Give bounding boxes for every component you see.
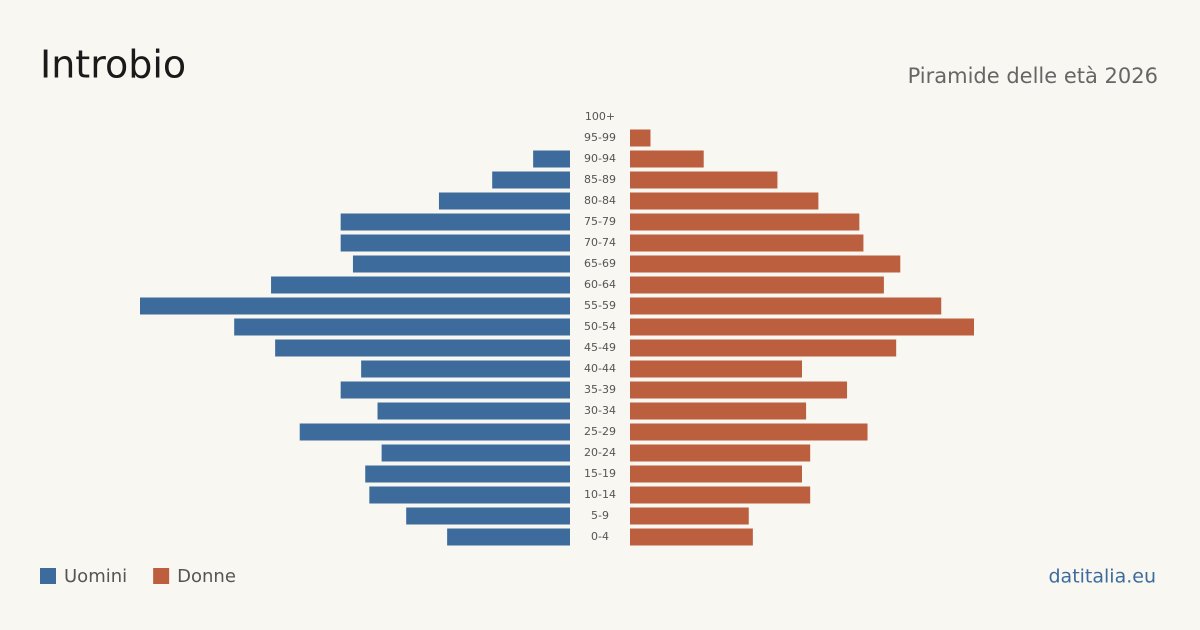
bar [630,486,811,504]
bar [438,192,570,210]
bar [630,465,802,483]
legend-label: Donne [177,566,236,587]
bar [381,444,570,462]
bar [340,234,570,252]
bar [630,423,868,441]
bar [271,276,570,294]
age-label: 55-59 [584,299,616,312]
source: datitalia.eu [1049,566,1157,588]
chart-title: Introbio [40,43,186,87]
age-label: 60-64 [584,278,616,291]
bar [630,381,848,399]
bar [492,171,570,189]
legend-swatch [40,568,56,584]
age-label: 50-54 [584,320,616,333]
bar [365,465,570,483]
age-label: 70-74 [584,236,616,249]
age-label: 65-69 [584,257,616,270]
bar [630,339,897,357]
bar [406,507,570,525]
chart-subtitle: Piramide delle età 2026 [908,64,1158,88]
bar [630,171,778,189]
bar [340,381,570,399]
age-label: 30-34 [584,404,616,417]
age-label: 75-79 [584,215,616,228]
bar [299,423,570,441]
bar [533,150,570,168]
bar [630,402,807,420]
legend-label: Uomini [64,566,127,587]
bar [630,507,749,525]
bar [140,297,570,315]
bar [447,528,570,546]
age-label: 100+ [585,110,615,123]
bar [630,360,802,378]
bar [369,486,570,504]
age-label: 15-19 [584,467,616,480]
bar [630,297,942,315]
age-label: 45-49 [584,341,616,354]
age-label: 25-29 [584,425,616,438]
bar [630,318,974,336]
bar [630,150,704,168]
bar [630,276,884,294]
bar [630,129,651,147]
age-label: 95-99 [584,131,616,144]
age-label: 5-9 [591,509,609,522]
age-label: 0-4 [591,530,609,543]
bar [630,528,753,546]
bar [630,213,860,231]
age-label: 40-44 [584,362,616,375]
age-label: 35-39 [584,383,616,396]
age-label: 85-89 [584,173,616,186]
bar [630,444,811,462]
bar [377,402,570,420]
bar [340,213,570,231]
age-label: 90-94 [584,152,616,165]
bar [630,234,864,252]
legend-swatch [153,568,170,584]
bar [361,360,570,378]
bar [352,255,570,273]
bar [275,339,570,357]
age-label: 10-14 [584,488,616,501]
age-label: 80-84 [584,194,616,207]
age-label: 20-24 [584,446,616,459]
bar [630,255,901,273]
bar [630,192,819,210]
bar [234,318,570,336]
